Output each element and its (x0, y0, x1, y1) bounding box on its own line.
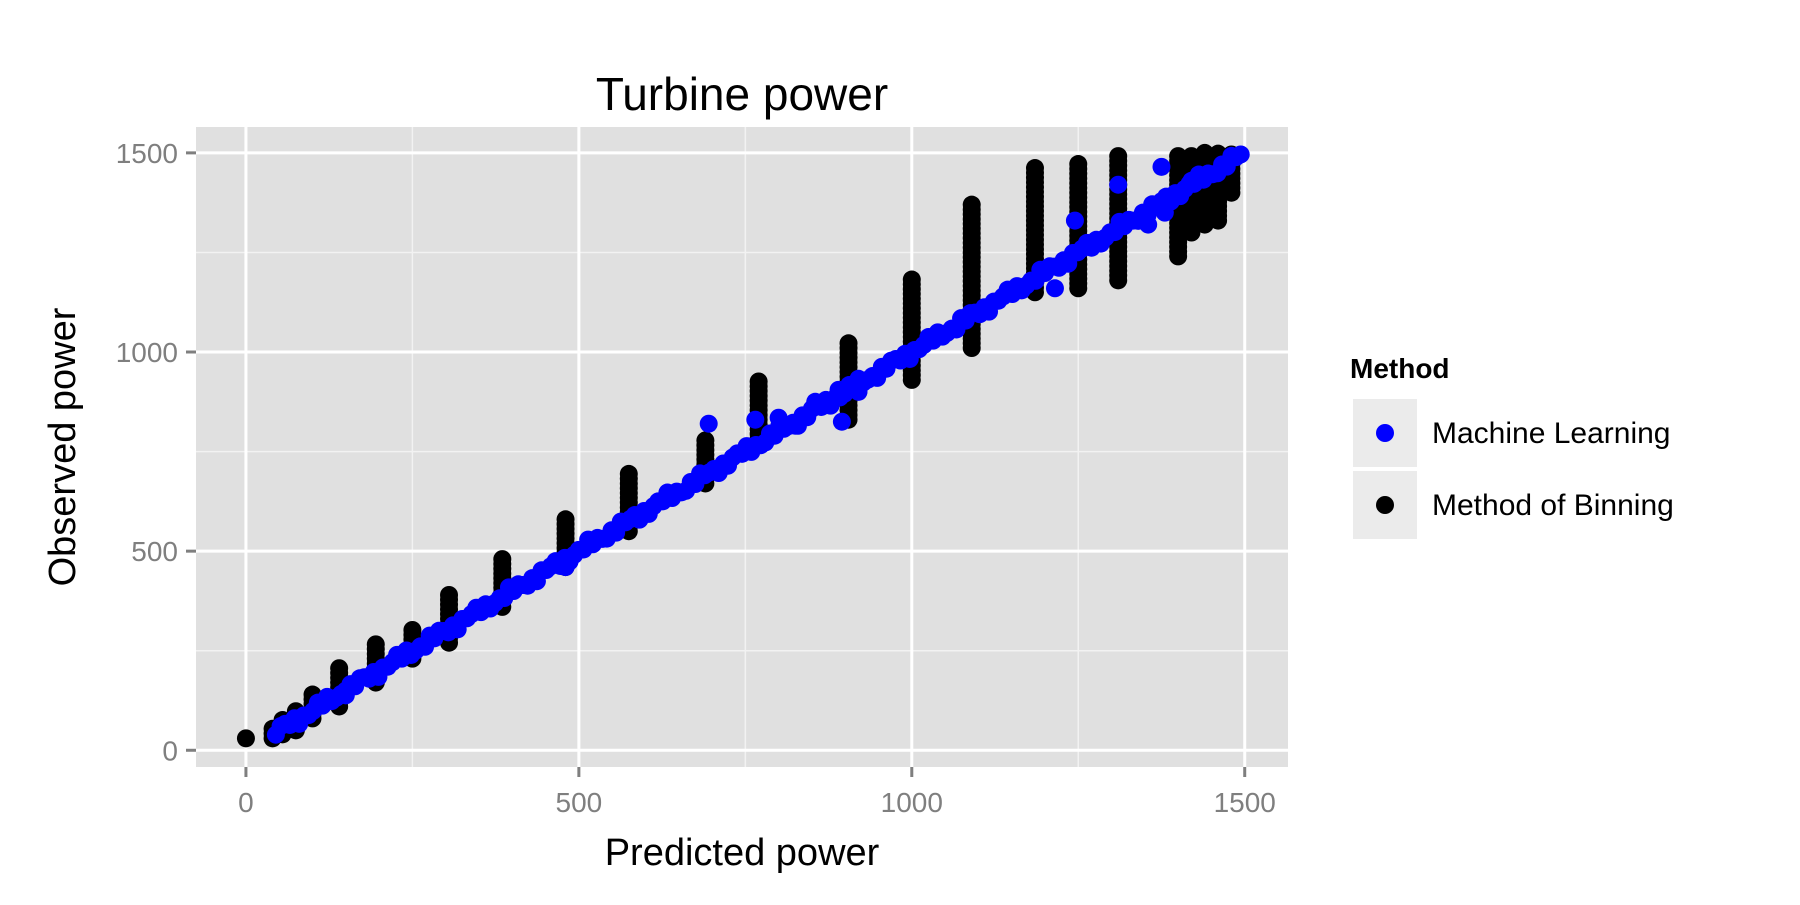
x-tick-label: 1500 (1214, 787, 1276, 818)
binning-point (619, 464, 638, 483)
legend-title: Method (1350, 353, 1450, 384)
binning-point (1025, 159, 1044, 178)
ml-point (1182, 171, 1201, 190)
legend-label-method-of-binning: Method of Binning (1432, 489, 1674, 522)
ml-point (1109, 175, 1128, 194)
binning-point (236, 729, 255, 748)
x-axis-title: Predicted power (605, 832, 880, 874)
ml-point (832, 412, 851, 431)
y-axis-tick-labels: 0 500 1000 1500 (116, 138, 178, 766)
ml-point (1065, 211, 1084, 230)
chart-title: Turbine power (596, 68, 888, 120)
legend-marker-method-of-binning (1376, 496, 1394, 514)
binning-point (1069, 155, 1088, 174)
legend-label-machine-learning: Machine Learning (1432, 417, 1671, 450)
x-tick-label: 1000 (881, 787, 943, 818)
ml-point (829, 380, 848, 399)
y-tick-label: 1500 (116, 138, 178, 169)
binning-point (749, 372, 768, 391)
ml-point (769, 408, 788, 427)
binning-point (1109, 147, 1128, 166)
ml-point (849, 382, 868, 401)
ml-point (556, 558, 575, 577)
ml-point (806, 392, 825, 411)
ml-point (786, 416, 805, 435)
binning-point (839, 334, 858, 353)
major-gridlines (196, 127, 1288, 767)
ml-point (1045, 279, 1064, 298)
legend: Method Machine Learning Method of Binnin… (1350, 353, 1674, 541)
x-tick-label: 500 (556, 787, 603, 818)
axis-ticks (186, 151, 1247, 777)
binning-point (330, 659, 349, 678)
binning-point (440, 585, 459, 604)
ml-point (699, 414, 718, 433)
x-tick-label: 0 (238, 787, 254, 818)
y-tick-label: 1000 (116, 337, 178, 368)
ml-point (1139, 215, 1158, 234)
y-tick-label: 0 (162, 735, 178, 766)
binning-point (902, 270, 921, 289)
binning-point (962, 195, 981, 214)
binning-point (556, 510, 575, 529)
binning-point (696, 431, 715, 450)
ml-point (1231, 145, 1250, 164)
ml-point (746, 410, 765, 429)
y-tick-label: 500 (131, 536, 178, 567)
binning-point (403, 620, 422, 639)
ml-point (1152, 157, 1171, 176)
ml-point (430, 621, 449, 640)
series-machine-learning (266, 145, 1250, 744)
y-axis-title: Observed power (42, 307, 84, 586)
ml-point (1155, 203, 1174, 222)
binning-point (493, 550, 512, 569)
legend-marker-machine-learning (1376, 424, 1394, 442)
ml-point (336, 681, 355, 700)
binning-point (366, 635, 385, 654)
x-axis-tick-labels: 0 500 1000 1500 (238, 787, 1276, 818)
